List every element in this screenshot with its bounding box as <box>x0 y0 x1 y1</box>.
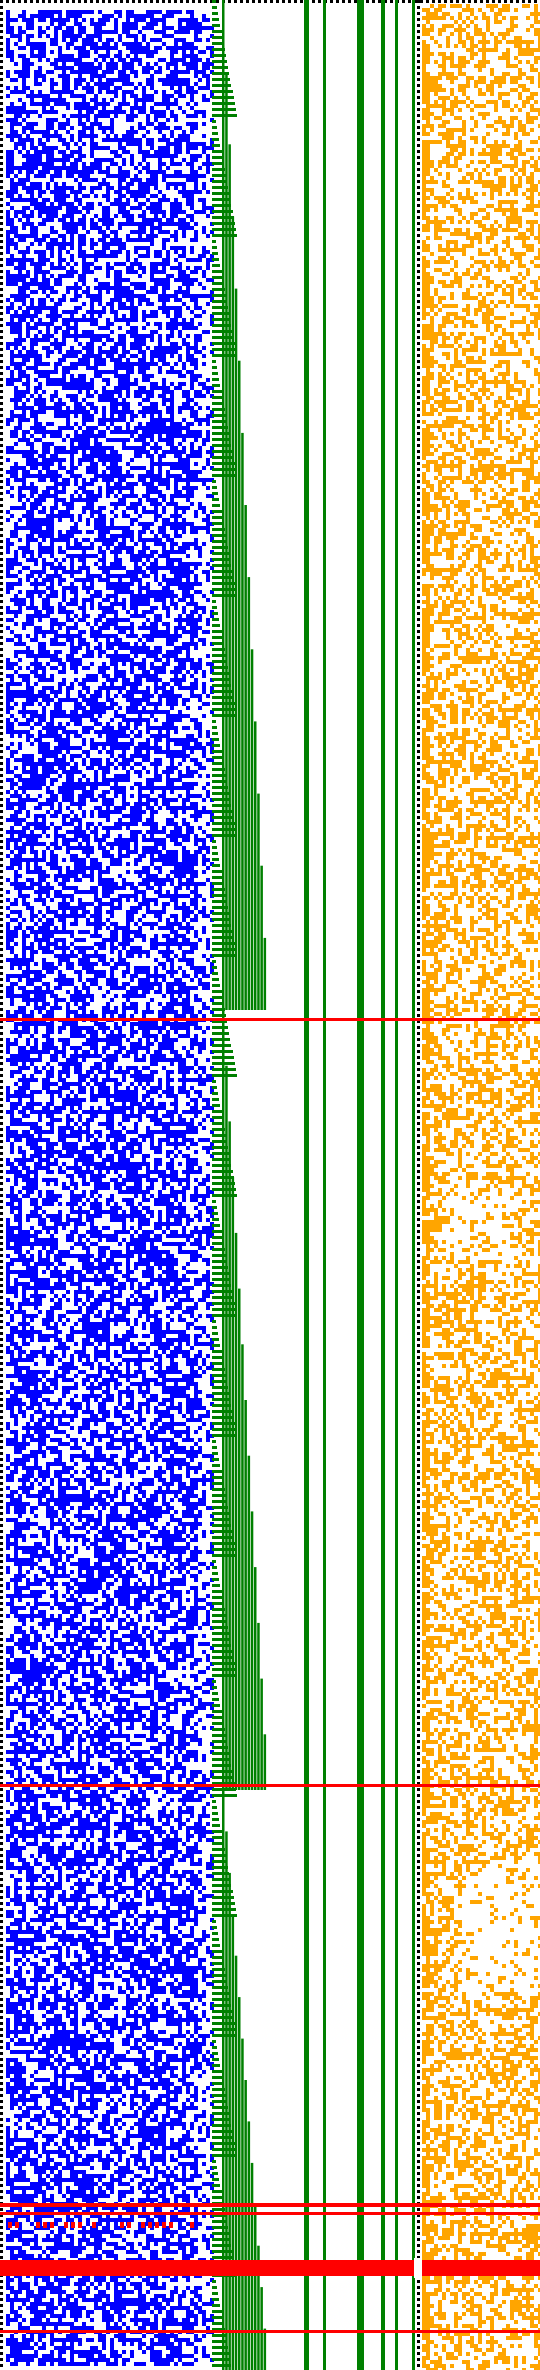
green-stair-bar <box>263 937 267 1010</box>
green-stair-bar <box>225 1065 228 1790</box>
green-stair-bar <box>254 721 257 1010</box>
green-stair-bar <box>238 360 241 1010</box>
blue-noise-field <box>6 10 214 2366</box>
green-stair-bar <box>222 0 225 1010</box>
green-stair-bar <box>247 577 251 1010</box>
green-stair-bar <box>260 1678 263 1790</box>
green-stair-bar <box>244 2080 247 2370</box>
red-marker-line <box>0 2260 540 2276</box>
green-stair-bar <box>234 1232 238 1790</box>
green-stair-bar <box>260 2287 263 2370</box>
green-stair-bar <box>241 1344 244 1790</box>
green-stair-bar <box>254 2204 257 2370</box>
green-stair-bar <box>241 432 244 1010</box>
green-line-field <box>212 0 415 2370</box>
green-stair-bar <box>228 144 231 1011</box>
red-marker-line <box>0 2212 540 2215</box>
green-stair-bar <box>225 72 228 1011</box>
green-stair-bar <box>247 2121 251 2370</box>
green-vertical-line <box>381 0 385 2370</box>
green-stair-bar <box>228 1121 231 1790</box>
green-stair-bar <box>257 793 260 1010</box>
red-marker-line <box>0 1018 540 1021</box>
green-vertical-line <box>395 0 398 2370</box>
orange-noise-field <box>422 4 540 2370</box>
red-marker-line <box>0 1784 540 1787</box>
green-stair-bar <box>234 288 238 1011</box>
green-stair-bar <box>257 2245 260 2370</box>
green-stair-bar <box>244 1400 247 1790</box>
red-marker-line <box>0 2330 540 2333</box>
green-stair-bar <box>263 2328 267 2370</box>
green-stair-bar <box>228 1872 231 2370</box>
green-stair-bar <box>250 649 254 1010</box>
green-stair-bar <box>231 216 235 1010</box>
green-vertical-line <box>323 0 326 2370</box>
green-stair-bar <box>238 1288 241 1790</box>
green-stair-bar <box>257 1622 260 1790</box>
green-stair-bar <box>250 1511 254 1790</box>
green-stair-bar <box>238 1997 241 2370</box>
green-vertical-line <box>357 0 364 2370</box>
green-stair-bar <box>234 1955 238 2370</box>
orange-noise-cells <box>422 4 540 2370</box>
red-marker-lines <box>0 1018 540 2333</box>
green-stair-bar <box>244 505 247 1010</box>
green-stair-bar <box>231 1177 235 1790</box>
green-stair-bar <box>260 865 263 1010</box>
green-stair-bar <box>247 1455 251 1790</box>
green-stair-bar <box>222 1010 225 1790</box>
green-stair-bar <box>263 1734 267 1790</box>
red-band-gap <box>414 2258 422 2278</box>
green-vertical-line <box>412 0 415 2370</box>
green-vertical-line <box>304 0 309 2370</box>
red-marker-line <box>0 2203 540 2207</box>
green-stair-bar <box>225 1831 228 2370</box>
green-stair-bar <box>231 1914 235 2370</box>
blue-noise-cells <box>6 10 214 2366</box>
green-stair-bar <box>254 1567 257 1790</box>
green-stair-bar <box>222 1790 225 2370</box>
